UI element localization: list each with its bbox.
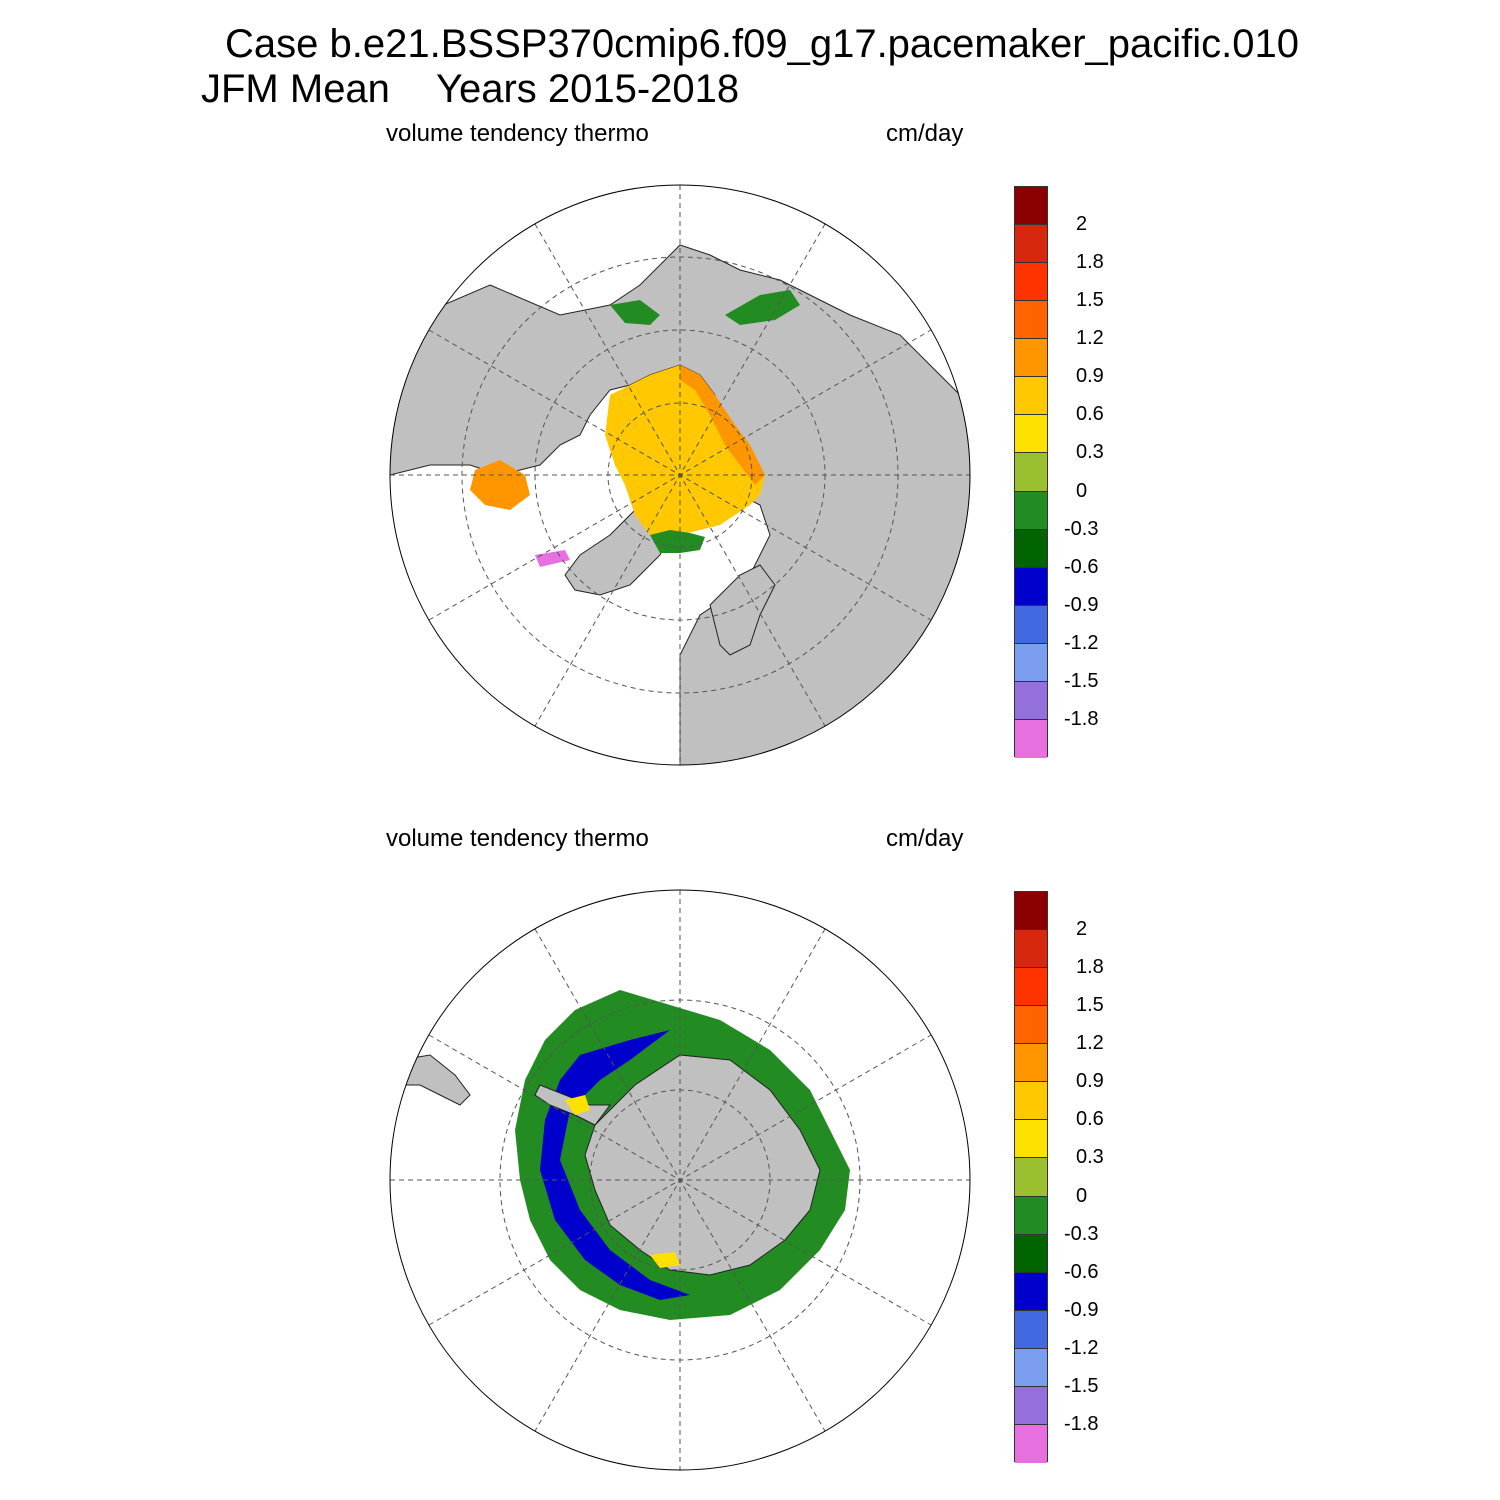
map-boundary <box>389 184 971 766</box>
colorbar-tick-label: 0.3 <box>1076 441 1104 464</box>
colorbar-tick-label: -0.3 <box>1064 1222 1099 1245</box>
colorbar-swatch <box>1015 681 1047 720</box>
colorbar-swatch <box>1015 1120 1047 1159</box>
colorbar-swatch <box>1015 529 1047 568</box>
colorbar-tick-label: -1.8 <box>1064 707 1099 730</box>
colorbar-swatch <box>1015 968 1047 1007</box>
colorbar-swatch <box>1015 301 1047 340</box>
colorbar-swatch <box>1015 1196 1047 1235</box>
colorbar-tick-label: 0.3 <box>1076 1146 1104 1169</box>
colorbar-swatch <box>1015 263 1047 302</box>
colorbar-tick-label: -0.9 <box>1064 1298 1099 1321</box>
figure-title-case: Case b.e21.BSSP370cmip6.f09_g17.pacemake… <box>225 22 1300 66</box>
colorbar-tick-label: -0.6 <box>1064 555 1099 578</box>
colorbar-tick-label: -1.5 <box>1064 669 1099 692</box>
graticule <box>390 185 970 765</box>
colorbar-tick-label: 1.2 <box>1076 1032 1104 1055</box>
season-label: JFM Mean <box>201 67 390 111</box>
colorbar-swatch <box>1015 719 1047 758</box>
weddell-yellow <box>565 1095 590 1115</box>
antarctic-polar-map <box>389 889 971 1471</box>
arctic-ice-edge-orange <box>680 365 765 485</box>
negative-tendency-strip <box>535 550 570 567</box>
colorbar-swatch <box>1015 1044 1047 1083</box>
arctic-polar-map <box>389 184 971 766</box>
colorbar-tick-label: 1.8 <box>1076 956 1104 979</box>
colorbar-swatch <box>1015 567 1047 606</box>
colorbar-tick-label: 0 <box>1076 1184 1088 1207</box>
colorbar-swatch <box>1015 1386 1047 1425</box>
colorbar-swatch <box>1015 377 1047 416</box>
colorbar-tick-label: 1.5 <box>1076 289 1104 312</box>
south-panel-variable: volume tendency thermo <box>386 825 649 852</box>
colorbar-swatch <box>1015 1158 1047 1197</box>
colorbar-swatch <box>1015 491 1047 530</box>
colorbar-tick-label: -1.2 <box>1064 1336 1099 1359</box>
south-panel-units: cm/day <box>886 825 964 852</box>
graticule <box>390 890 970 1470</box>
colorbar-swatch <box>1015 1424 1047 1463</box>
colorbar-tick-label: -0.6 <box>1064 1260 1099 1283</box>
colorbar-swatch <box>1015 930 1047 969</box>
colorbar-swatch <box>1015 1234 1047 1273</box>
colorbar-tick-label: 1.8 <box>1076 251 1104 274</box>
arctic-ice-field <box>605 365 765 540</box>
colorbar-swatches <box>1014 891 1048 1463</box>
figure-title-period: JFM Mean Years 2015-2018 <box>201 69 739 109</box>
land-scandinavia <box>709 564 776 656</box>
colorbar-swatch <box>1015 1348 1047 1387</box>
north-panel-units: cm/day <box>886 120 964 147</box>
colorbar-tick-label: 0.9 <box>1076 365 1104 388</box>
colorbar-tick-label: 2 <box>1076 918 1088 941</box>
map-boundary <box>389 889 971 1471</box>
colorbar-tick-label: 0.6 <box>1076 403 1104 426</box>
okhotsk-ice <box>610 300 660 325</box>
north-panel-variable: volume tendency thermo <box>386 120 649 147</box>
colorbar-swatch <box>1015 1082 1047 1121</box>
labrador-ice <box>470 460 530 510</box>
colorbar-swatch <box>1015 225 1047 264</box>
colorbar-tick-label: -0.3 <box>1064 517 1099 540</box>
colorbar-tick-label: -1.2 <box>1064 631 1099 654</box>
colorbar-swatch <box>1015 892 1047 931</box>
colorbar-swatch <box>1015 1006 1047 1045</box>
colorbar-tick-label: -0.9 <box>1064 593 1099 616</box>
land-south-america <box>399 1054 471 1106</box>
colorbar-swatch <box>1015 415 1047 454</box>
colorbar-tick-label: 0 <box>1076 479 1088 502</box>
land-antarctica <box>584 1054 821 1276</box>
colorbar-tick-label: 1.5 <box>1076 994 1104 1017</box>
colorbar-swatch <box>1015 1272 1047 1311</box>
colorbar-tick-label: -1.8 <box>1064 1412 1099 1435</box>
colorbar-tick-label: 0.6 <box>1076 1108 1104 1131</box>
colorbar-swatch <box>1015 187 1047 226</box>
colorbar-swatch <box>1015 643 1047 682</box>
bering-ice <box>725 290 800 325</box>
colorbar-swatch <box>1015 1310 1047 1349</box>
colorbar-tick-label: 2 <box>1076 213 1088 236</box>
years-label: Years 2015-2018 <box>435 67 740 111</box>
ross-yellow <box>650 1252 680 1268</box>
colorbar-swatch <box>1015 453 1047 492</box>
colorbar-swatches <box>1014 186 1048 758</box>
colorbar-tick-label: -1.5 <box>1064 1374 1099 1397</box>
colorbar-swatch <box>1015 605 1047 644</box>
arctic-ice-edge-green <box>650 530 705 553</box>
colorbar-swatch <box>1015 339 1047 378</box>
colorbar-tick-label: 0.9 <box>1076 1070 1104 1093</box>
colorbar-tick-label: 1.2 <box>1076 327 1104 350</box>
